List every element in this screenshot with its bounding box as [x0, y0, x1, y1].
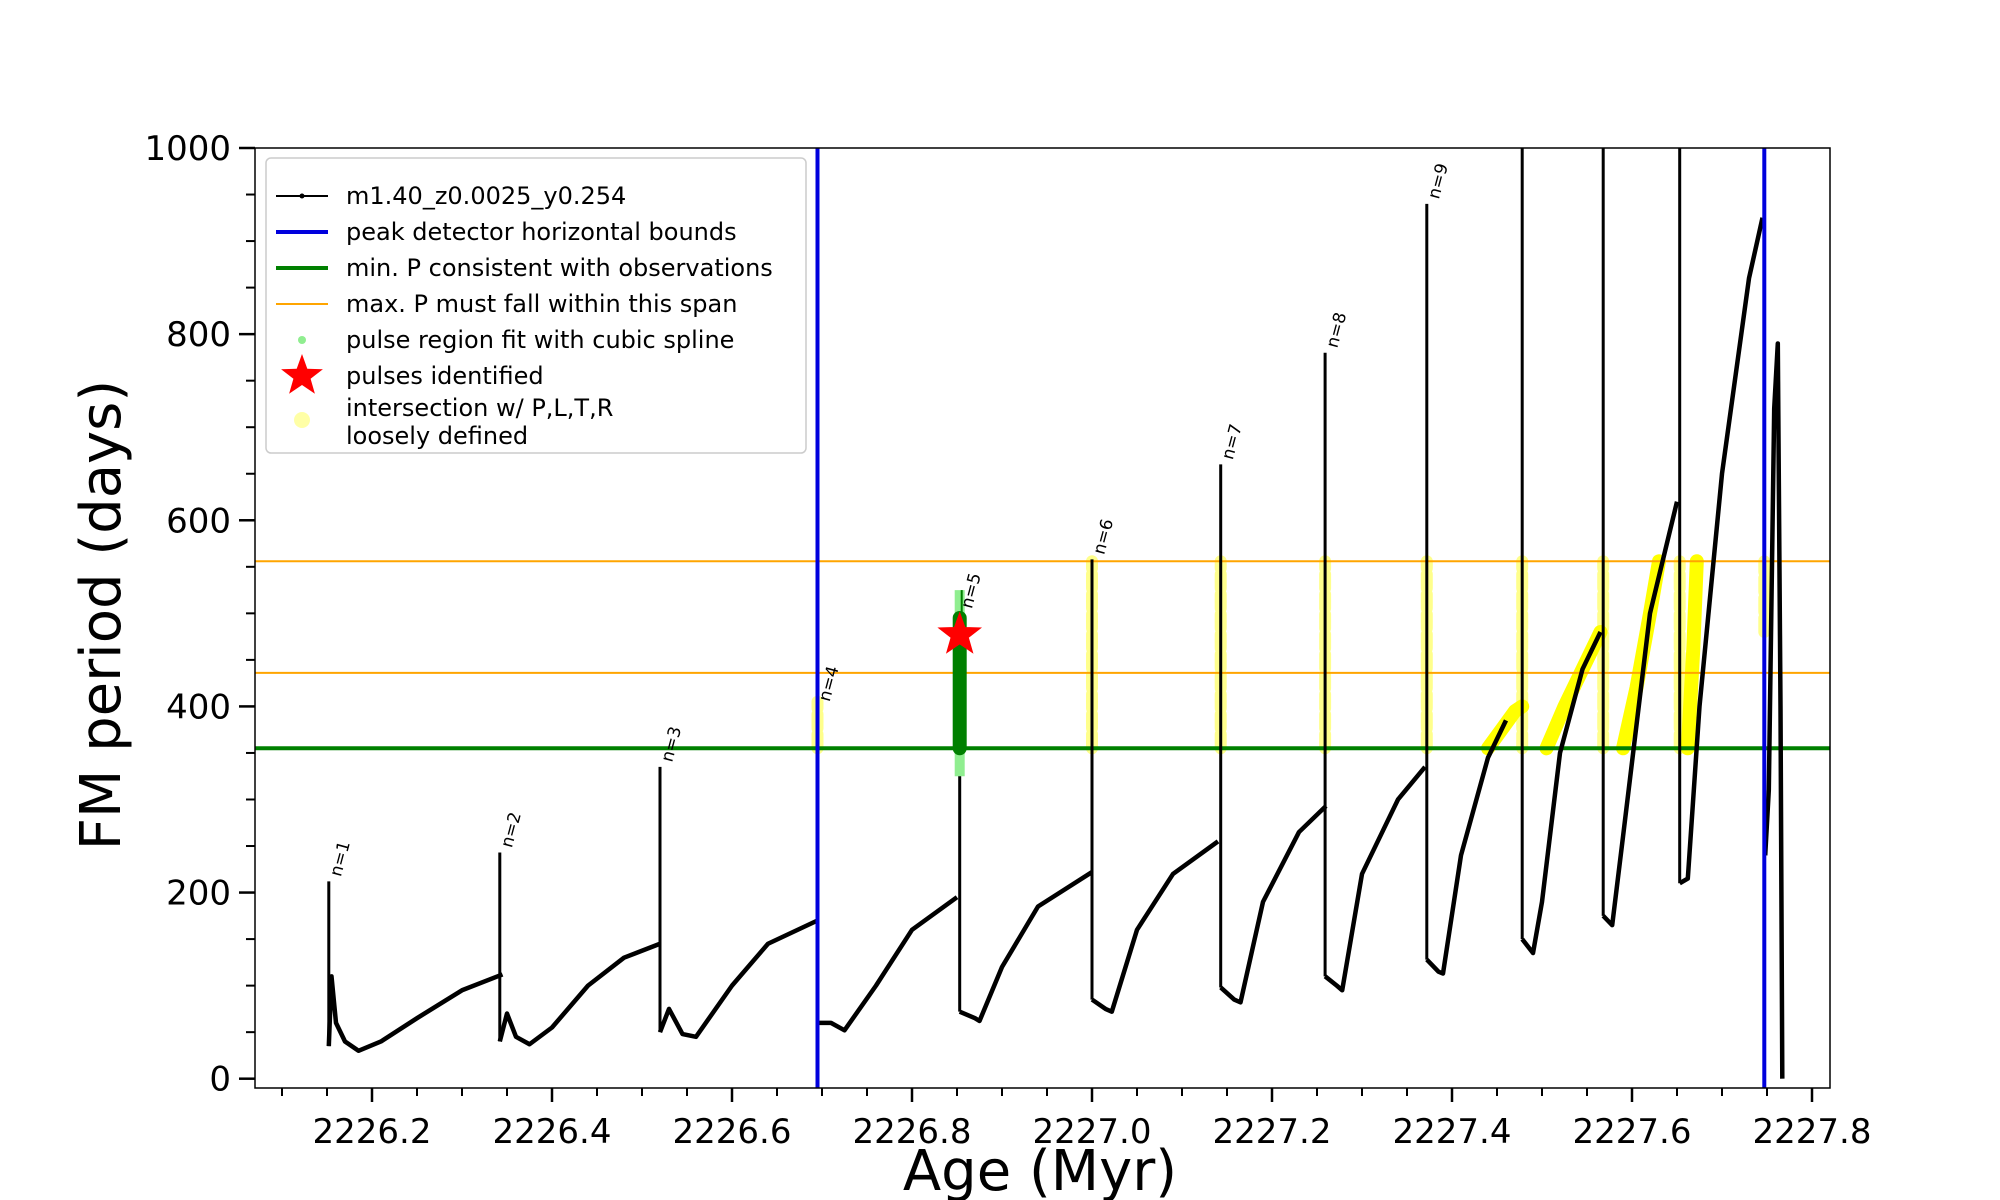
period-curve-segment-13 — [1762, 341, 1785, 1079]
y-tick-label-1: 0 — [209, 1060, 231, 1100]
x-tick-label-8: 2227.6 — [1573, 1112, 1692, 1152]
legend-swatch-5 — [298, 336, 306, 344]
legend-label-2: peak detector horizontal bounds — [346, 218, 737, 246]
x-tick-label-3: 2226.6 — [673, 1112, 792, 1152]
period-curve-segment-3 — [657, 918, 819, 1040]
pulse-star-1 — [937, 611, 983, 654]
period-curve-segment-8 — [1323, 765, 1427, 993]
data-layer — [255, 148, 1830, 1088]
legend-label-5: pulse region fit with cubic spline — [346, 326, 734, 354]
period-curve-segment-11 — [1601, 501, 1680, 928]
y-tick-label-6: 1000 — [144, 129, 231, 169]
legend-label-7-line-1: intersection w/ P,L,T,R — [346, 394, 613, 422]
legend-label-4: max. P must fall within this span — [346, 290, 737, 318]
legend-swatch-7 — [294, 412, 310, 428]
legend-label-3: min. P consistent with observations — [346, 254, 773, 282]
x-tick-label-6: 2227.2 — [1213, 1112, 1332, 1152]
period-curve-segment-6 — [1090, 839, 1220, 1014]
plot-frame — [254, 147, 1831, 1089]
x-tick-label-9: 2227.8 — [1753, 1112, 1872, 1152]
legend-label-1: m1.40_z0.0025_y0.254 — [346, 182, 626, 210]
period-curve-segment-9 — [1425, 719, 1509, 976]
x-tick-label-2: 2226.4 — [493, 1112, 612, 1152]
legend-label-7: intersection w/ P,L,T,R loosely defined — [346, 394, 613, 450]
period-curve-segment-4 — [817, 895, 959, 1033]
x-tick-label-7: 2227.4 — [1393, 1112, 1512, 1152]
y-tick-label-3: 400 — [166, 687, 231, 727]
legend-swatch-6 — [281, 354, 323, 394]
y-tick-label-2: 200 — [166, 874, 231, 914]
period-curve-segment-7 — [1219, 804, 1328, 1005]
legend-swatch-marker-1 — [299, 193, 305, 199]
axis-layer: 2226.2 2226.4 2226.6 2226.8 2227.0 2227.2 2227… — [144, 129, 1871, 1152]
x-tick-label-5: 2227.0 — [1033, 1112, 1152, 1152]
period-curve-segment-5 — [958, 870, 1094, 1024]
yellow-curve-4 — [1680, 554, 1704, 756]
period-curve-segment-2 — [497, 941, 661, 1047]
y-tick-label-4: 600 — [166, 501, 231, 541]
period-curve-segment-10 — [1520, 630, 1603, 956]
legend-box — [265, 157, 807, 454]
x-tick-label-1: 2226.2 — [313, 1112, 432, 1152]
y-axis-title: FM period (days) — [69, 380, 134, 850]
period-curve-segment-1 — [326, 972, 504, 1054]
x-axis-title: Age (Myr) — [903, 1139, 1177, 1200]
legend-label-6: pulses identified — [346, 362, 544, 390]
y-tick-label-5: 800 — [166, 315, 231, 355]
period-curve-segment-12 — [1678, 217, 1765, 886]
x-tick-label-4: 2226.8 — [853, 1112, 972, 1152]
legend-label-7-line-2: loosely defined — [346, 422, 528, 450]
